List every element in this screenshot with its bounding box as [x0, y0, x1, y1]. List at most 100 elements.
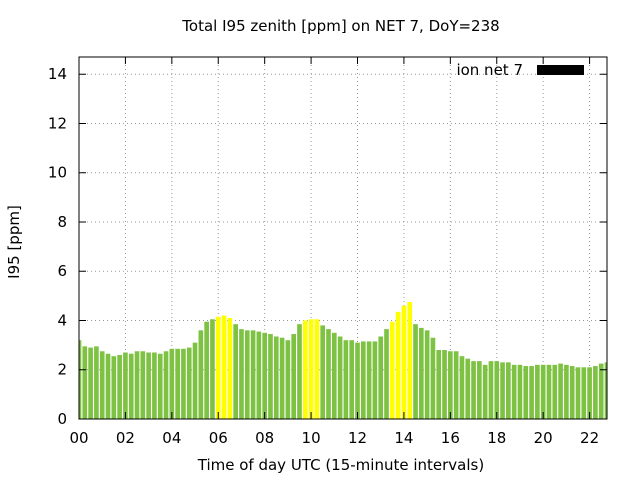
x-tick-label: 10 [302, 429, 321, 447]
bar [163, 351, 169, 419]
bar [389, 321, 395, 419]
bar [523, 366, 529, 419]
bar [175, 348, 180, 419]
y-tick-label: 6 [57, 262, 67, 280]
bar [511, 364, 517, 419]
bar [210, 319, 215, 419]
x-tick-label: 04 [162, 429, 181, 447]
bar [157, 353, 163, 419]
bar [372, 341, 378, 419]
bar [442, 350, 447, 419]
bar [552, 364, 558, 419]
bar [186, 347, 192, 419]
legend-label: ion net 7 [456, 61, 523, 79]
bar [111, 356, 117, 419]
bar [215, 316, 221, 419]
x-tick-label: 16 [441, 429, 460, 447]
plot-border [78, 56, 608, 420]
bar [262, 332, 267, 419]
bar [448, 351, 453, 419]
bar [569, 366, 575, 419]
bar [581, 367, 587, 419]
bar [326, 329, 331, 419]
bar [564, 364, 569, 419]
bar [366, 341, 372, 419]
bar [128, 353, 134, 419]
bar [465, 358, 471, 419]
bar [517, 364, 523, 419]
x-tick-label: 12 [348, 429, 367, 447]
y-tick-label: 8 [57, 213, 67, 231]
x-tick-label: 02 [116, 429, 135, 447]
bar [123, 352, 128, 419]
bar [169, 348, 175, 419]
bar [227, 318, 233, 419]
bar [360, 341, 366, 419]
chart-title: Total I95 zenith [ppm] on NET 7, DoY=238 [182, 17, 500, 35]
bar [99, 351, 105, 419]
bar [331, 332, 337, 419]
bar [244, 330, 250, 419]
bar [140, 351, 146, 419]
x-tick-label: 22 [580, 429, 599, 447]
bar [349, 340, 355, 419]
bar [424, 330, 430, 419]
bar [378, 336, 384, 419]
bar [436, 350, 442, 419]
bar [419, 327, 424, 419]
bar [401, 305, 407, 419]
bar [198, 330, 204, 419]
bar [314, 319, 320, 419]
y-axis-label: I95 [ppm] [5, 205, 23, 279]
bar [343, 340, 349, 419]
bar [117, 354, 122, 419]
bar [546, 364, 552, 419]
bar [430, 337, 436, 419]
bar [337, 336, 343, 419]
x-tick-label: 06 [209, 429, 228, 447]
bar [273, 336, 279, 419]
y-tick-label: 2 [57, 361, 67, 379]
y-tick-label: 12 [48, 114, 67, 132]
bar [233, 324, 238, 419]
bar [604, 362, 607, 419]
x-tick-label: 14 [394, 429, 413, 447]
bar [146, 352, 151, 419]
bar [453, 351, 459, 419]
x-tick-label: 18 [487, 429, 506, 447]
bar [593, 366, 598, 419]
bar [94, 346, 99, 419]
bar [506, 362, 511, 419]
bars [79, 302, 607, 419]
bar [268, 334, 273, 419]
bar [459, 356, 465, 419]
bar [279, 337, 285, 419]
bar [500, 362, 505, 419]
bar [239, 329, 244, 419]
y-tick-label: 0 [57, 410, 67, 428]
bar [302, 320, 308, 419]
bar [488, 361, 494, 419]
bar [587, 367, 592, 419]
bar [558, 363, 563, 419]
y-tick-label: 10 [48, 164, 67, 182]
bar [88, 347, 93, 419]
bar [308, 319, 314, 419]
bar [482, 364, 488, 419]
y-tick-label: 14 [48, 65, 67, 83]
bar [82, 346, 88, 419]
bar [384, 329, 389, 419]
bar [256, 331, 262, 419]
bar [471, 361, 476, 419]
bar [494, 361, 500, 419]
bar [134, 351, 140, 419]
y-tick-label: 4 [57, 311, 67, 329]
bar [535, 364, 540, 419]
bar [395, 311, 401, 419]
bar [297, 324, 302, 419]
x-tick-label: 20 [534, 429, 553, 447]
bar [105, 353, 111, 419]
bar [575, 367, 581, 419]
